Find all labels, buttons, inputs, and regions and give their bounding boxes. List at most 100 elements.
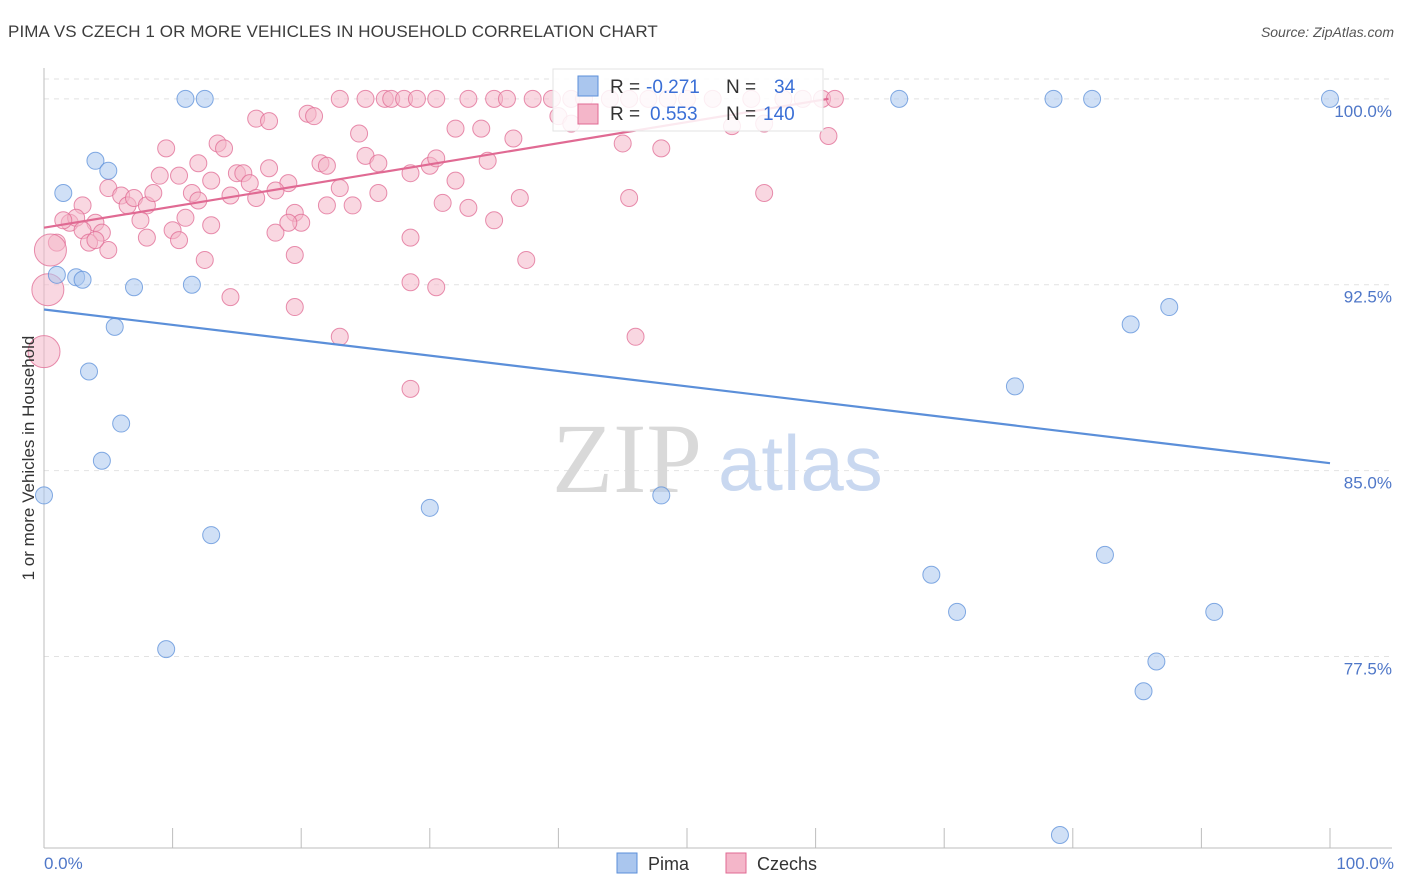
- point-czechs-69: [369, 184, 388, 203]
- legend-r-value-pima: -0.271: [646, 77, 700, 98]
- point-pima-9: [47, 265, 66, 284]
- point-czechs-100: [86, 231, 105, 250]
- point-czechs-73: [620, 188, 639, 207]
- point-pima-2: [890, 89, 909, 108]
- point-czechs-36: [652, 139, 671, 158]
- point-czechs-68: [343, 196, 362, 215]
- point-czechs-47: [260, 159, 279, 178]
- point-czechs-28: [305, 107, 324, 126]
- point-czechs-40: [157, 139, 176, 158]
- point-czechs-92: [202, 216, 221, 235]
- point-pima-6: [86, 151, 105, 170]
- point-czechs-7: [459, 89, 478, 108]
- point-czechs-80: [144, 184, 163, 203]
- point-pima-19: [420, 498, 439, 517]
- point-pima-7: [99, 161, 118, 180]
- x-tick-label-left: 0.0%: [44, 854, 83, 873]
- point-czechs-9: [497, 89, 516, 108]
- point-czechs-24: [825, 89, 844, 108]
- bottom-legend: Pima Czechs: [616, 852, 817, 874]
- point-czechs-110: [427, 278, 446, 297]
- point-czechs-91: [176, 208, 195, 227]
- point-pima-23: [1160, 298, 1179, 317]
- point-czechs-88: [137, 228, 156, 247]
- point-czechs-6: [427, 89, 446, 108]
- point-czechs-93: [266, 223, 285, 242]
- point-pima-8: [54, 184, 73, 203]
- point-czechs-107: [221, 288, 240, 307]
- point-pima-20: [652, 486, 671, 505]
- point-czechs-46: [240, 174, 259, 193]
- y-axis-label: 1 or more Vehicles in Household: [19, 336, 38, 581]
- point-pima-30: [1147, 652, 1166, 671]
- point-czechs-5: [407, 89, 426, 108]
- point-czechs-32: [504, 129, 523, 148]
- point-pima-17: [92, 451, 111, 470]
- chart-source: Source: ZipAtlas.com: [1260, 24, 1394, 40]
- point-pima-14: [105, 317, 124, 336]
- point-pima-16: [112, 414, 131, 433]
- point-czechs-67: [317, 196, 336, 215]
- legend-n-value-pima: 34: [774, 77, 796, 98]
- legend-n-value-czechs: 140: [763, 104, 795, 125]
- point-czechs-50: [317, 156, 336, 175]
- point-czechs-104: [401, 228, 420, 247]
- legend-n-label-czechs: N =: [726, 104, 756, 125]
- point-czechs-95: [285, 245, 304, 264]
- point-czechs-113: [626, 327, 645, 346]
- point-czechs-53: [369, 154, 388, 173]
- point-czechs-108: [285, 298, 304, 317]
- point-czechs-41: [189, 154, 208, 173]
- bottom-legend-swatch-czechs: [725, 852, 747, 874]
- point-pima-32: [1050, 826, 1069, 844]
- y-tick-label-0: 100.0%: [1334, 102, 1392, 121]
- point-czechs-39: [819, 127, 838, 146]
- watermark: ZIP atlas: [552, 403, 883, 514]
- point-czechs-30: [446, 119, 465, 138]
- point-pima-11: [73, 270, 92, 289]
- point-czechs-35: [613, 134, 632, 153]
- point-czechs-43: [215, 139, 234, 158]
- point-pima-22: [157, 640, 176, 659]
- y-tick-labels: 100.0% 92.5% 85.0% 77.5%: [1334, 102, 1392, 679]
- point-czechs-0: [330, 89, 349, 108]
- point-czechs-102: [33, 233, 67, 267]
- point-pima-3: [1044, 89, 1063, 108]
- trend-line-pima: [43, 308, 1331, 465]
- point-czechs-71: [485, 211, 504, 230]
- legend-r-label-czechs: R =: [610, 104, 640, 125]
- legend: R = -0.271 N = 34 R = 0.553 N = 140: [552, 68, 824, 132]
- point-pima-28: [948, 602, 967, 621]
- x-tick-label-right: 100.0%: [1336, 854, 1394, 873]
- point-czechs-29: [350, 124, 369, 143]
- point-pima-29: [1205, 602, 1224, 621]
- watermark-atlas: atlas: [718, 419, 883, 507]
- point-pima-5: [1321, 89, 1339, 108]
- y-tick-label-3: 77.5%: [1344, 660, 1392, 679]
- point-pima-13: [182, 275, 201, 294]
- point-czechs-111: [517, 250, 536, 269]
- point-pima-18: [35, 486, 53, 505]
- legend-r-value-czechs: 0.553: [650, 104, 698, 125]
- point-czechs-74: [755, 184, 774, 203]
- point-czechs-115: [27, 335, 61, 369]
- point-czechs-112: [330, 327, 349, 346]
- legend-swatch-pima: [577, 75, 599, 97]
- point-pima-0: [176, 89, 195, 108]
- point-czechs-26: [260, 112, 279, 131]
- point-czechs-114: [401, 379, 420, 398]
- legend-swatch-czechs: [577, 103, 599, 125]
- point-pima-31: [1134, 682, 1153, 701]
- bottom-legend-swatch-pima: [616, 852, 638, 874]
- point-czechs-51: [330, 179, 349, 198]
- watermark-zip: ZIP: [552, 403, 702, 514]
- point-pima-1: [195, 89, 214, 108]
- legend-r-label-pima: R =: [610, 77, 640, 98]
- point-czechs-31: [472, 119, 491, 138]
- chart-title: PIMA VS CZECH 1 OR MORE VEHICLES IN HOUS…: [8, 22, 658, 41]
- point-pima-26: [1095, 545, 1114, 564]
- point-czechs-72: [510, 188, 529, 207]
- point-pima-24: [1121, 315, 1140, 334]
- point-pima-25: [1005, 377, 1024, 396]
